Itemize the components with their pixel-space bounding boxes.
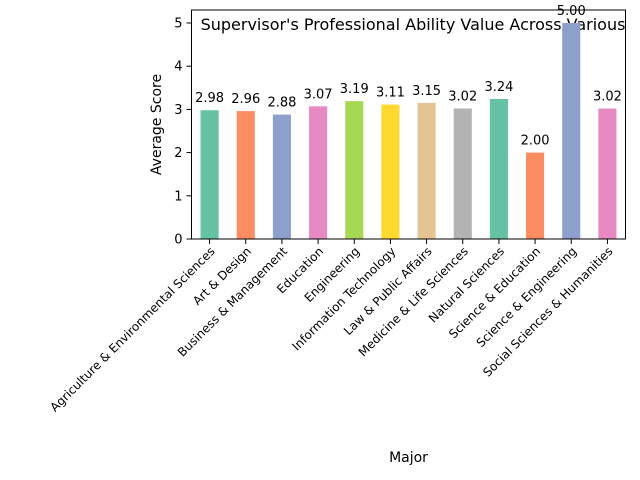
y-tick-label: 2 <box>174 146 182 161</box>
y-tick-label: 1 <box>174 189 182 204</box>
y-axis-label: Average Score <box>149 74 165 175</box>
bar <box>200 110 219 239</box>
value-label: 2.96 <box>231 92 260 107</box>
bar <box>453 108 472 239</box>
value-label: 2.88 <box>267 96 296 111</box>
plot-frame <box>191 9 626 240</box>
value-label: 3.07 <box>304 87 333 102</box>
y-axis: 0 1 2 3 4 5 <box>174 16 192 248</box>
value-label: 3.02 <box>593 90 622 105</box>
value-label: 3.02 <box>448 90 477 105</box>
x-tick-label: Agriculture & Environmental Sciences <box>47 244 217 414</box>
chart-title: Supervisor's Professional Ability Value … <box>201 15 626 34</box>
bar <box>489 99 508 240</box>
value-label: 3.11 <box>376 86 405 101</box>
x-axis: Agriculture & Environmental SciencesArt … <box>47 239 616 415</box>
bar <box>598 108 617 239</box>
bar <box>562 22 581 239</box>
bars-group <box>200 22 617 240</box>
bar <box>272 114 291 239</box>
y-tick-label: 3 <box>174 103 182 118</box>
value-labels-group: 2.98 2.96 2.88 3.07 3.19 3.11 3.15 3.02 3.24 2.00… <box>195 4 622 149</box>
bar <box>309 106 328 239</box>
y-tick-label: 5 <box>174 16 182 31</box>
value-label: 2.98 <box>195 91 224 106</box>
value-label: 2.00 <box>521 134 550 149</box>
bar <box>417 102 436 239</box>
bar <box>345 101 364 239</box>
value-label: 3.15 <box>412 84 441 99</box>
value-label: 5.00 <box>557 4 586 19</box>
value-label: 3.24 <box>484 80 513 95</box>
y-tick-label: 0 <box>174 233 182 248</box>
bar <box>526 152 545 239</box>
bar <box>381 104 400 239</box>
x-axis-label: Major <box>389 450 428 466</box>
value-label: 3.19 <box>340 82 369 97</box>
y-tick-label: 4 <box>174 60 182 75</box>
bar <box>236 111 255 239</box>
